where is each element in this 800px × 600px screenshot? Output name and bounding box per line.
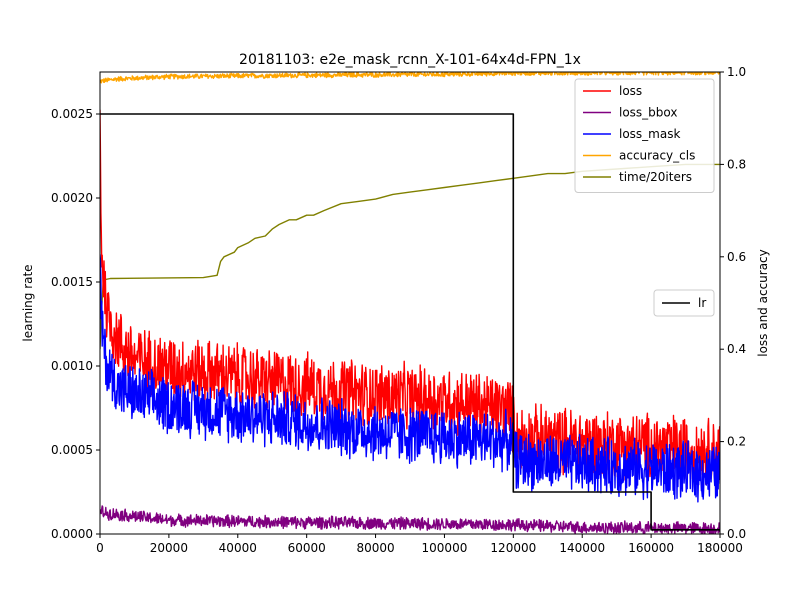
legend-entry-label: time/20iters <box>619 170 692 184</box>
x-tick-label: 120000 <box>490 541 536 555</box>
x-tick-label: 60000 <box>288 541 326 555</box>
left-y-tick-label: 0.0005 <box>51 443 93 457</box>
left-y-axis: 0.0000 0.0005 0.0010 0.0015 0.0020 0.0025 <box>51 107 100 541</box>
legend-learning-rate: lr <box>653 289 715 317</box>
x-tick-label: 180000 <box>697 541 743 555</box>
legend-entry-label: accuracy_cls <box>619 149 695 163</box>
right-y-tick-label: 0.4 <box>727 342 746 356</box>
right-y-tick-label: 0.8 <box>727 157 746 171</box>
x-tick-label: 160000 <box>628 541 674 555</box>
chart-title: 20181103: e2e_mask_rcnn_X-101-64x4d-FPN_… <box>239 52 581 68</box>
left-y-tick-label: 0.0025 <box>51 107 93 121</box>
left-y-tick-label: 0.0000 <box>51 527 93 541</box>
series-group <box>100 72 720 534</box>
plot-frame <box>99 71 721 535</box>
series-line-lr <box>100 113 720 531</box>
lr-legend-label: lr <box>698 296 706 310</box>
legend-box <box>574 78 715 193</box>
right-y-tick-label: 0.2 <box>727 435 746 449</box>
x-tick-label: 40000 <box>219 541 257 555</box>
x-tick-label: 100000 <box>422 541 468 555</box>
legend-entry-label: loss_bbox <box>619 106 678 120</box>
right-y-tick-label: 1.0 <box>727 65 746 79</box>
legend-entry-label: loss_mask <box>619 127 680 141</box>
left-axis-label: learning rate <box>21 264 35 341</box>
series-line-loss-mask <box>100 254 720 503</box>
x-tick-label: 20000 <box>150 541 188 555</box>
right-y-axis: 0.0 0.2 0.4 0.6 0.8 1.0 <box>720 65 746 541</box>
right-y-tick-label: 0.0 <box>727 527 746 541</box>
legend-loss-accuracy: loss loss_bbox loss_mask accuracy_cls time/2… <box>574 78 715 193</box>
right-axis-label: loss and accuracy <box>756 249 770 357</box>
x-tick-label: 80000 <box>356 541 394 555</box>
series-line-time-20iters <box>100 163 720 350</box>
x-tick-label: 0 <box>96 541 104 555</box>
x-axis: 0 20000 40000 60000 80000 100000 120000 140000 1… <box>96 534 743 555</box>
left-y-tick-label: 0.0015 <box>51 275 93 289</box>
left-y-tick-label: 0.0020 <box>51 191 93 205</box>
left-y-tick-label: 0.0010 <box>51 359 93 373</box>
x-tick-label: 140000 <box>559 541 605 555</box>
legend-entry-label: loss <box>619 84 642 98</box>
series-line-loss-bbox <box>100 505 720 534</box>
series-line-accuracy-cls <box>100 72 720 84</box>
right-y-tick-label: 0.6 <box>727 250 746 264</box>
